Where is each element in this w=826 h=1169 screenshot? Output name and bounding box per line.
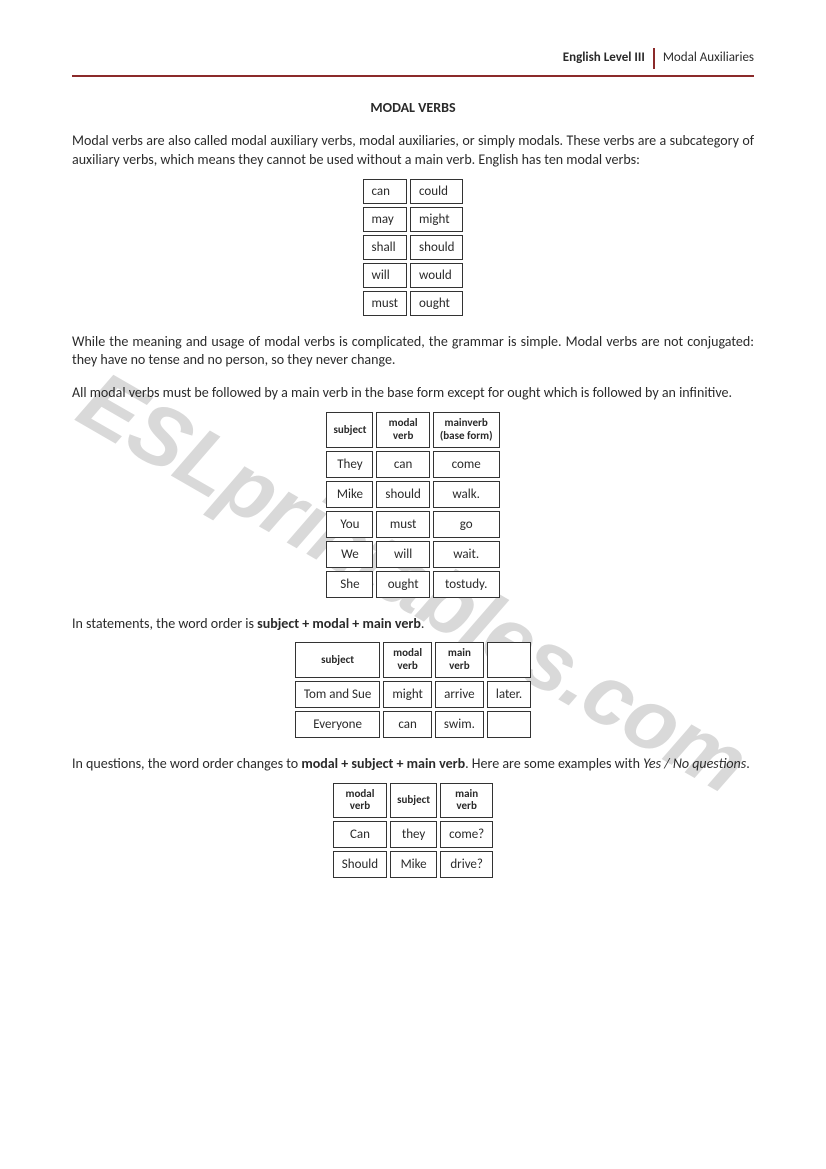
table-header (487, 642, 531, 677)
table-cell: will (376, 541, 429, 568)
header-topic: Modal Auxiliaries (655, 48, 754, 69)
intro-paragraph: Modal verbs are also called modal auxili… (72, 132, 754, 170)
table-cell: Mike (326, 481, 373, 508)
table-cell: You (326, 511, 373, 538)
statements-table: subjectmodalverbmainverb Tom and Suemight… (292, 639, 534, 740)
table-cell: should (376, 481, 429, 508)
table-header: mainverb (435, 642, 484, 677)
table-cell: must (376, 511, 429, 538)
table-cell: they (390, 821, 437, 848)
page-content: English Level III Modal Auxiliaries MODA… (72, 48, 754, 881)
examples-table-wrap: subjectmodalverbmainverb(base form)Theyc… (72, 409, 754, 600)
table-cell: would (410, 263, 463, 288)
table-cell: Can (333, 821, 387, 848)
table-row: Mikeshouldwalk. (326, 481, 499, 508)
table-row: ShouldMikedrive? (333, 851, 493, 878)
questions-text-pre: In questions, the word order changes to (72, 755, 301, 772)
page-header: English Level III Modal Auxiliaries (72, 48, 754, 77)
table-cell (487, 711, 531, 738)
table-row: Youmustgo (326, 511, 499, 538)
table-cell: She (326, 571, 373, 598)
questions-paragraph: In questions, the word order changes to … (72, 755, 754, 774)
header-course: English Level III (563, 48, 655, 69)
table-cell: arrive (435, 681, 484, 708)
questions-table-wrap: modalverbsubjectmainverb Cantheycome? Shou… (72, 780, 754, 881)
table-header: modalverb (376, 412, 429, 447)
table-header: subject (295, 642, 380, 677)
table-cell: come? (440, 821, 493, 848)
table-row: Tom and Suemightarrivelater. (295, 681, 531, 708)
table-row: mustought (363, 291, 464, 316)
table-cell: will (363, 263, 408, 288)
statements-table-wrap: subjectmodalverbmainverb Tom and Suemight… (72, 639, 754, 740)
table-cell: Should (333, 851, 387, 878)
table-header: modalverb (383, 642, 432, 677)
table-cell: walk. (433, 481, 500, 508)
table-cell: ought (410, 291, 463, 316)
statements-bold: subject + modal + main verb (257, 615, 421, 632)
table-cell: Mike (390, 851, 437, 878)
modals-list-table-wrap: cancouldmaymightshallshouldwillwouldmust… (72, 176, 754, 319)
table-header: subject (390, 783, 437, 818)
questions-italic: Yes / No questions (643, 755, 746, 772)
table-header: mainverb(base form) (433, 412, 500, 447)
table-cell: drive? (440, 851, 493, 878)
table-row: maymight (363, 207, 464, 232)
table-cell: could (410, 179, 463, 204)
table-cell: Everyone (295, 711, 380, 738)
statements-text-pre: In statements, the word order is (72, 615, 257, 632)
table-cell: can (363, 179, 408, 204)
table-row: Everyonecanswim. (295, 711, 531, 738)
table-cell: wait. (433, 541, 500, 568)
questions-text-post: . (746, 755, 750, 772)
table-row: Wewillwait. (326, 541, 499, 568)
table-cell: ought (376, 571, 429, 598)
statements-paragraph: In statements, the word order is subject… (72, 615, 754, 634)
questions-text-mid: . Here are some examples with (465, 755, 643, 772)
table-cell: can (383, 711, 432, 738)
table-cell: might (383, 681, 432, 708)
table-row: Theycancome (326, 451, 499, 478)
table-row: cancould (363, 179, 464, 204)
questions-bold: modal + subject + main verb (301, 755, 465, 772)
table-cell: come (433, 451, 500, 478)
table-row: Cantheycome? (333, 821, 493, 848)
table-header: subject (326, 412, 373, 447)
table-cell: should (410, 235, 463, 260)
grammar-paragraph: While the meaning and usage of modal ver… (72, 333, 754, 371)
table-cell: Tom and Sue (295, 681, 380, 708)
table-cell: later. (487, 681, 531, 708)
table-row: Sheoughttostudy. (326, 571, 499, 598)
table-cell: may (363, 207, 408, 232)
examples-table: subjectmodalverbmainverb(base form)Theyc… (323, 409, 502, 600)
table-cell: They (326, 451, 373, 478)
page-title: MODAL VERBS (72, 99, 754, 116)
table-cell: We (326, 541, 373, 568)
table-cell: tostudy. (433, 571, 500, 598)
questions-table: modalverbsubjectmainverb Cantheycome? Shou… (330, 780, 496, 881)
modals-list-table: cancouldmaymightshallshouldwillwouldmust… (360, 176, 467, 319)
table-cell: shall (363, 235, 408, 260)
base-form-paragraph: All modal verbs must be followed by a ma… (72, 384, 754, 403)
table-row: shallshould (363, 235, 464, 260)
table-row: willwould (363, 263, 464, 288)
table-cell: go (433, 511, 500, 538)
table-cell: swim. (435, 711, 484, 738)
table-cell: might (410, 207, 463, 232)
statements-text-post: . (421, 615, 425, 632)
table-header: modalverb (333, 783, 387, 818)
table-header: mainverb (440, 783, 493, 818)
table-cell: can (376, 451, 429, 478)
table-cell: must (363, 291, 408, 316)
